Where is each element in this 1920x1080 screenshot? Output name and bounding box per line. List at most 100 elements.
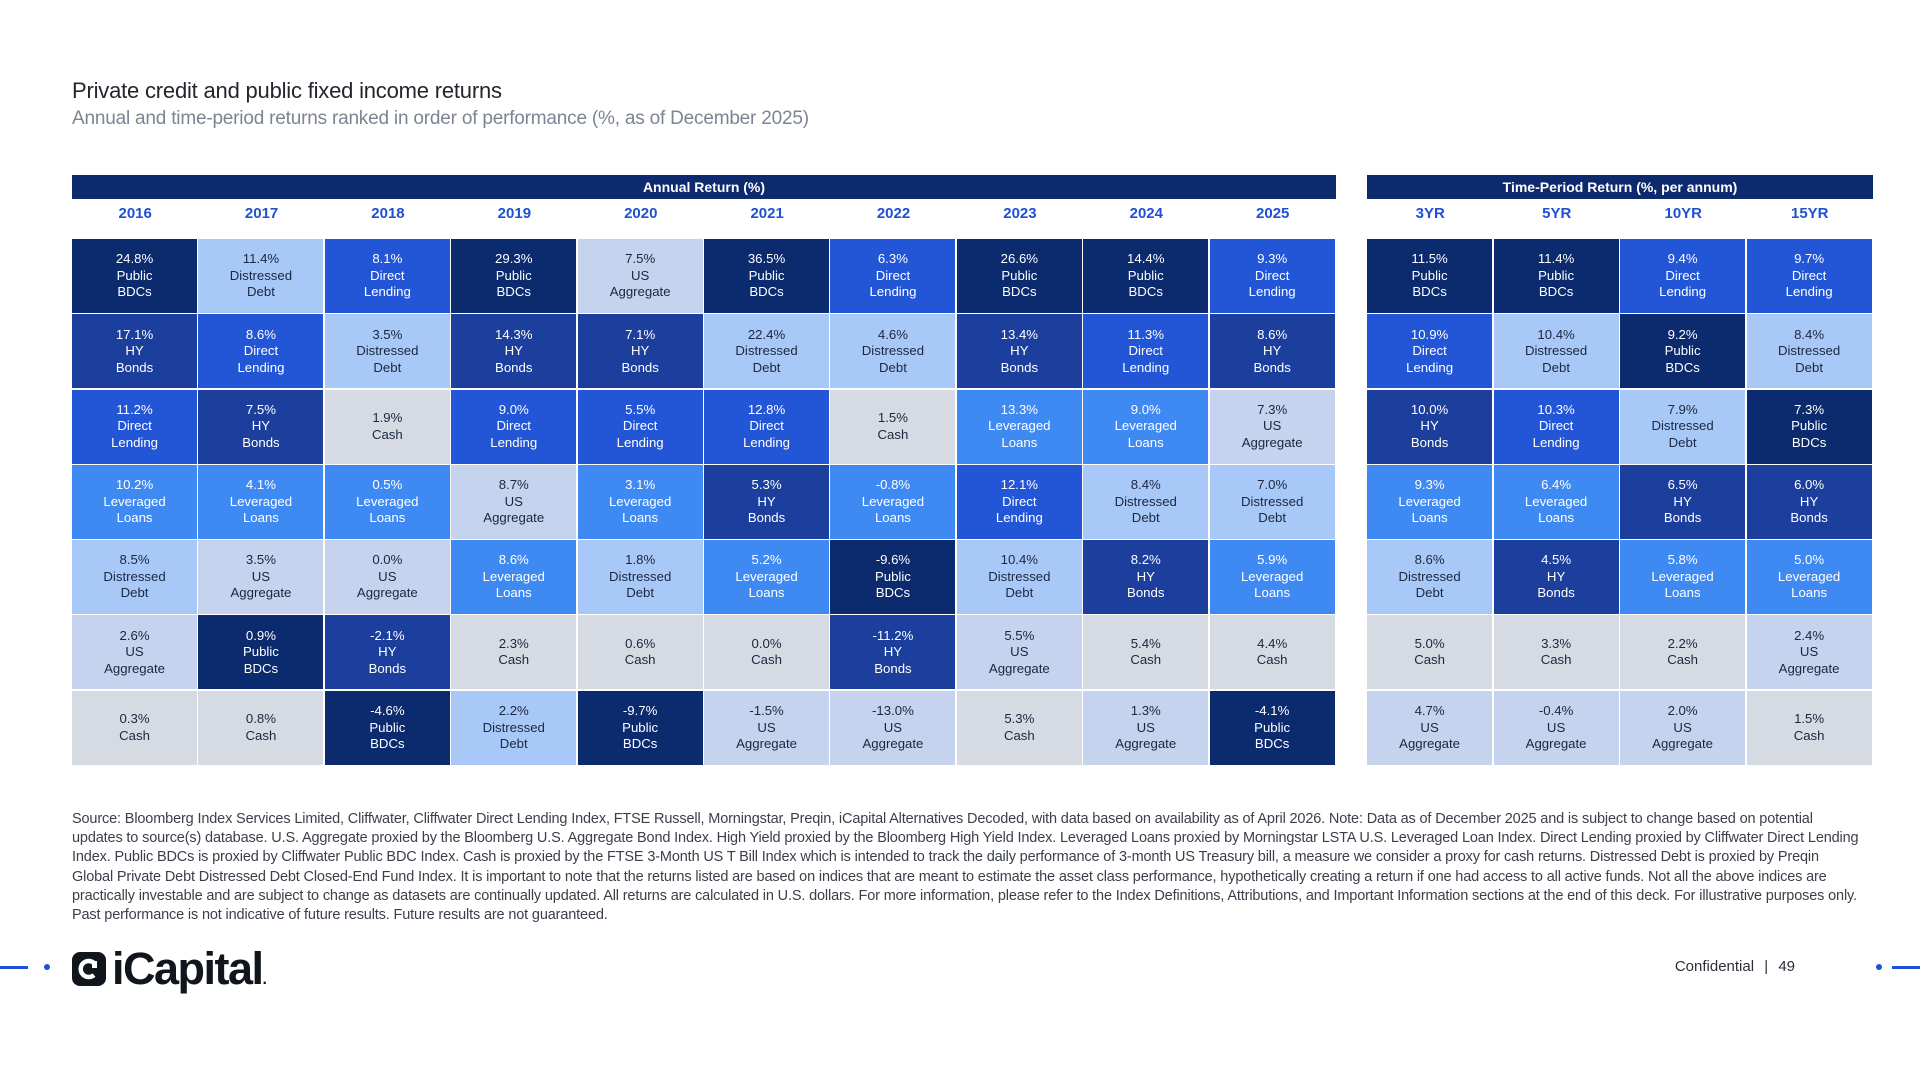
cell-3yr-direct-lending: 10.9% Direct Lending xyxy=(1367,314,1493,389)
cell-asset-label: Loans xyxy=(242,510,279,526)
cell-asset-label: US xyxy=(1262,418,1282,434)
cell-asset-label: Cash xyxy=(877,426,909,442)
cell-3yr-leveraged-loans: 9.3% Leveraged Loans xyxy=(1367,464,1493,539)
cell-value: 8.4% xyxy=(1794,326,1825,342)
cell-asset-label: Loans xyxy=(1001,434,1038,450)
column-header-2023: 2023 xyxy=(1003,204,1037,222)
cell-2024-leveraged-loans: 9.0% Leveraged Loans xyxy=(1083,389,1209,464)
cell-asset-label: Bonds xyxy=(1127,585,1165,601)
cell-value: -0.8% xyxy=(875,477,911,493)
cell-asset-label: Direct xyxy=(1791,267,1827,283)
cell-value: 1.3% xyxy=(1130,703,1161,719)
cell-asset-label: Direct xyxy=(243,343,279,359)
cell-value: 9.0% xyxy=(1130,401,1161,417)
cell-value: 5.4% xyxy=(1130,635,1161,651)
source-footnote: Source: Bloomberg Index Services Limited… xyxy=(72,811,1859,924)
cell-asset-label: BDCs xyxy=(117,284,152,300)
cell-asset-label: Bonds xyxy=(621,359,659,375)
cell-value: 9.4% xyxy=(1667,251,1698,267)
annual-return-header: Annual Return (%) xyxy=(72,175,1336,199)
cell-2025-public-bdcs: -4.1% Public BDCs xyxy=(1209,690,1335,765)
cell-2018-hy-bonds: -2.1% HY Bonds xyxy=(324,615,450,690)
cell-asset-label: Debt xyxy=(373,359,402,375)
cell-2022-hy-bonds: -11.2% HY Bonds xyxy=(830,615,956,690)
cell-asset-label: Distressed xyxy=(1777,343,1841,359)
cell-value: 5.5% xyxy=(1004,627,1035,643)
cell-asset-label: BDCs xyxy=(496,284,531,300)
cell-2025-distressed-debt: 7.0% Distressed Debt xyxy=(1209,464,1335,539)
cell-value: 8.7% xyxy=(498,477,529,493)
cell-asset-label: Aggregate xyxy=(988,660,1050,676)
footer-left-line xyxy=(0,966,28,969)
cell-asset-label: Debt xyxy=(1795,359,1824,375)
cell-value: 10.4% xyxy=(1537,326,1575,342)
cell-10yr-public-bdcs: 9.2% Public BDCs xyxy=(1620,314,1746,389)
cell-asset-label: Lending xyxy=(869,284,917,300)
cell-asset-label: Bonds xyxy=(1537,585,1575,601)
cell-asset-label: HY xyxy=(378,644,397,660)
column-header-2017: 2017 xyxy=(244,204,279,222)
icapital-logo-text: iCapital. xyxy=(112,943,267,994)
cell-2022-cash: 1.5% Cash xyxy=(830,389,956,464)
cell-asset-label: Public xyxy=(874,568,911,584)
column-header-2021: 2021 xyxy=(750,204,784,222)
cell-asset-label: US xyxy=(1136,719,1155,735)
cell-asset-label: Bonds xyxy=(1253,359,1291,375)
cell-asset-label: Loans xyxy=(874,510,911,526)
cell-value: 5.2% xyxy=(751,552,782,568)
cell-value: 0.0% xyxy=(372,552,403,568)
cell-10yr-leveraged-loans: 5.8% Leveraged Loans xyxy=(1620,540,1746,615)
cell-asset-label: Distressed xyxy=(861,343,925,359)
cell-asset-label: Distressed xyxy=(356,343,419,359)
cell-2020-us-aggregate: 7.5% US Aggregate xyxy=(577,239,703,313)
cell-15yr-direct-lending: 9.7% Direct Lending xyxy=(1746,239,1872,313)
cell-asset-label: Aggregate xyxy=(736,736,797,752)
cell-asset-label: Bonds xyxy=(242,434,280,450)
cell-asset-label: Direct xyxy=(1002,493,1037,509)
time-period-column-headers: 3YR 5YR 10YR 15YR xyxy=(1367,199,1873,227)
column-2019: 29.3% Public BDCs 14.3% HY Bonds 9.0% Direct Len… xyxy=(451,239,577,766)
cell-asset-label: Distressed xyxy=(1524,343,1588,359)
cell-value: 5.0% xyxy=(1794,552,1825,568)
cell-asset-label: Public xyxy=(1411,267,1448,283)
cell-asset-label: HY xyxy=(1799,493,1819,509)
cell-value: 7.5% xyxy=(625,251,656,267)
cell-asset-label: Cash xyxy=(1130,652,1162,668)
cell-2018-cash: 1.9% Cash xyxy=(324,389,450,464)
cell-asset-label: Debt xyxy=(626,585,655,601)
cell-2025-cash: 4.4% Cash xyxy=(1209,615,1335,690)
cell-3yr-hy-bonds: 10.0% HY Bonds xyxy=(1367,389,1493,464)
cell-value: 11.2% xyxy=(116,401,153,417)
cell-asset-label: Leveraged xyxy=(103,493,166,509)
cell-2016-hy-bonds: 17.1% HY Bonds xyxy=(72,314,198,389)
cell-asset-label: Bonds xyxy=(1790,510,1828,526)
cell-value: 2.0% xyxy=(1667,703,1698,719)
cell-2022-direct-lending: 6.3% Direct Lending xyxy=(830,239,956,313)
icapital-logo-mark-icon xyxy=(72,952,106,986)
page-number: 49 xyxy=(1778,958,1795,975)
column-header-10yr: 10YR xyxy=(1664,204,1703,222)
annual-return-table: Annual Return (%) 2016 2017 2018 2019 2020 20… xyxy=(72,175,1336,765)
cell-asset-label: US xyxy=(251,568,271,584)
cell-2016-us-aggregate: 2.6% US Aggregate xyxy=(72,615,198,690)
cell-5yr-direct-lending: 10.3% Direct Lending xyxy=(1493,389,1619,464)
cell-value: 22.4% xyxy=(747,326,786,342)
cell-asset-label: Loans xyxy=(1411,510,1448,526)
column-2025: 9.3% Direct Lending 8.6% HY Bonds 7.3% US Aggreg… xyxy=(1209,239,1335,766)
cell-asset-label: Lending xyxy=(1248,284,1296,300)
cell-asset-label: Debt xyxy=(752,359,781,375)
confidential-label: Confidential xyxy=(1674,958,1755,975)
cell-2022-public-bdcs: -9.6% Public BDCs xyxy=(830,540,956,615)
cell-2017-direct-lending: 8.6% Direct Lending xyxy=(198,314,324,389)
cell-asset-label: Loans xyxy=(1254,585,1291,601)
cell-value: 5.3% xyxy=(751,477,782,493)
column-header-2019: 2019 xyxy=(497,204,532,222)
cell-asset-label: Direct xyxy=(1412,343,1447,359)
cell-2018-us-aggregate: 0.0% US Aggregate xyxy=(324,540,450,615)
cell-value: 6.5% xyxy=(1667,477,1698,493)
cell-asset-label: Loans xyxy=(1127,434,1164,450)
cell-value: 7.5% xyxy=(245,401,276,417)
cell-asset-label: Leveraged xyxy=(482,568,545,584)
cell-asset-label: Loans xyxy=(1791,585,1828,601)
cell-asset-label: Direct xyxy=(622,418,658,434)
